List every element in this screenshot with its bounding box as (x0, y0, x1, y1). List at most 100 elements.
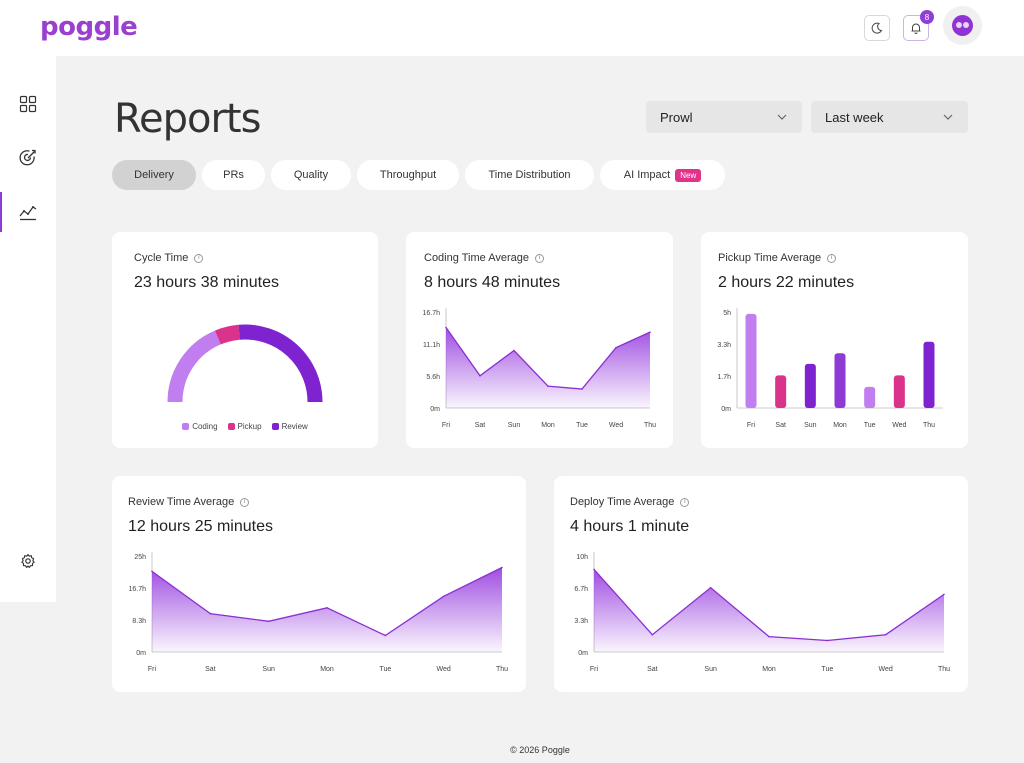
top-bar: poggle 8 (0, 0, 1024, 56)
legend-item: Review (271, 422, 308, 431)
x-tick-label: Fri (442, 422, 451, 429)
data-point[interactable] (649, 331, 651, 333)
footer-copyright: © 2026 Poggle (510, 745, 570, 755)
bar[interactable] (893, 375, 905, 408)
data-point[interactable] (326, 607, 328, 609)
legend-swatch (227, 423, 235, 430)
x-tick-label: Wed (437, 666, 451, 673)
gauge-segment[interactable] (238, 324, 323, 403)
card-value: 23 hours 38 minutes (134, 274, 279, 291)
gauge-segment[interactable] (167, 330, 221, 403)
data-point[interactable] (151, 570, 153, 573)
bar[interactable] (834, 353, 846, 408)
page-title: Reports (114, 96, 261, 142)
data-point[interactable] (768, 635, 770, 638)
info-icon[interactable]: i (680, 497, 690, 507)
tab-label: AI Impact (623, 169, 671, 181)
x-tick-label: Mon (762, 666, 776, 673)
tab-label: Time Distribution (488, 169, 571, 181)
pickup-time-chart: 0m 1.7h 3.3h 5h Fri Sat Sun Mon Tue Wed Thu (717, 308, 943, 429)
period-select-value: Last week (825, 109, 884, 125)
notification-count-badge: 8 (920, 10, 934, 24)
data-point[interactable] (593, 568, 595, 571)
y-tick-label: 11.1h (423, 342, 440, 349)
y-tick-label: 5h (723, 310, 731, 317)
sidebar-item-settings[interactable] (0, 541, 56, 581)
sidebar-item-dashboard[interactable] (0, 84, 56, 124)
x-tick-label: Sat (647, 666, 658, 673)
info-icon[interactable]: i (827, 253, 837, 263)
data-point[interactable] (826, 639, 829, 642)
card-value: 12 hours 25 minutes (128, 518, 273, 535)
coding-time-card: Coding Time Average i 8 hours 48 minutes … (406, 232, 673, 448)
bar[interactable] (923, 341, 935, 408)
card-title: Deploy Time Average (570, 496, 675, 508)
team-select[interactable]: Prowl (646, 101, 802, 133)
x-tick-label: Mon (320, 666, 334, 673)
chevron-down-icon (943, 114, 953, 120)
legend-swatch (182, 423, 190, 430)
bar[interactable] (864, 386, 876, 408)
bar[interactable] (804, 363, 816, 408)
data-point[interactable] (884, 633, 887, 636)
x-tick-label: Wed (892, 422, 906, 429)
data-point[interactable] (513, 349, 515, 352)
new-badge: New (675, 168, 702, 182)
review-time-chart: 0m 8.3h 16.7h 25h Fri Sat Sun Mon Tue Wed Thu (128, 552, 508, 673)
data-point[interactable] (615, 346, 617, 349)
area-fill (446, 327, 650, 408)
data-point[interactable] (943, 593, 945, 596)
y-tick-label: 8.3h (132, 618, 146, 625)
sidebar-item-reports[interactable] (0, 192, 56, 232)
x-tick-label: Thu (496, 666, 508, 673)
tab-label: Delivery (134, 169, 174, 181)
sidebar-item-goals[interactable] (0, 138, 56, 178)
info-icon[interactable]: i (194, 253, 204, 263)
bar[interactable] (775, 375, 787, 408)
poggle-logo[interactable]: poggle (40, 12, 138, 42)
x-tick-label: Wed (609, 422, 623, 429)
tab-throughput[interactable]: Throughput (357, 160, 459, 190)
data-point[interactable] (581, 388, 583, 390)
legend-label: Coding (192, 422, 218, 431)
card-title: Cycle Time (134, 252, 189, 264)
data-point[interactable] (442, 595, 445, 598)
tab-delivery[interactable]: Delivery (112, 160, 196, 190)
cycle-time-card: Cycle Time i 23 hours 38 minutes Coding Pi… (112, 232, 378, 448)
avatar (952, 15, 973, 36)
user-avatar-button[interactable] (943, 6, 982, 45)
info-icon[interactable]: i (534, 253, 544, 263)
y-tick-label: 16.7h (422, 310, 440, 317)
tab-label: Throughput (379, 169, 437, 181)
data-point[interactable] (547, 385, 549, 387)
legend-label: Pickup (237, 422, 262, 431)
x-tick-label: Sun (704, 666, 717, 673)
tab-prs[interactable]: PRs (202, 160, 265, 190)
data-point[interactable] (384, 634, 387, 637)
x-tick-label: Tue (576, 422, 588, 429)
data-point[interactable] (267, 620, 270, 623)
y-tick-label: 5.6h (426, 374, 440, 381)
data-point[interactable] (651, 633, 654, 636)
data-point[interactable] (445, 326, 447, 329)
x-tick-label: Tue (821, 666, 833, 673)
tab-ai-impact[interactable]: AI Impact New (600, 160, 725, 190)
x-tick-label: Tue (379, 666, 391, 673)
x-tick-label: Mon (833, 422, 847, 429)
data-point[interactable] (479, 375, 481, 377)
x-tick-label: Sun (508, 422, 521, 429)
info-icon[interactable]: i (240, 497, 250, 507)
period-select[interactable]: Last week (811, 101, 968, 133)
data-point[interactable] (209, 612, 212, 615)
area-fill (594, 569, 944, 652)
chart-line-icon (19, 206, 37, 221)
theme-toggle-button[interactable] (864, 15, 890, 41)
gauge-segment[interactable] (214, 324, 241, 345)
tab-quality[interactable]: Quality (271, 160, 351, 190)
card-value: 8 hours 48 minutes (424, 274, 561, 291)
data-point[interactable] (501, 566, 503, 569)
data-point[interactable] (709, 586, 712, 589)
y-tick-label: 0m (721, 406, 731, 413)
bar[interactable] (745, 313, 757, 408)
tab-time-distribution[interactable]: Time Distribution (465, 160, 594, 190)
